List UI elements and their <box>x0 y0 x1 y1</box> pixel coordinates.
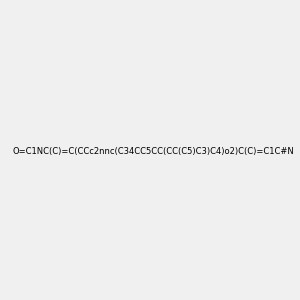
Text: O=C1NC(C)=C(CCc2nnc(C34CC5CC(CC(C5)C3)C4)o2)C(C)=C1C#N: O=C1NC(C)=C(CCc2nnc(C34CC5CC(CC(C5)C3)C4… <box>13 147 295 156</box>
